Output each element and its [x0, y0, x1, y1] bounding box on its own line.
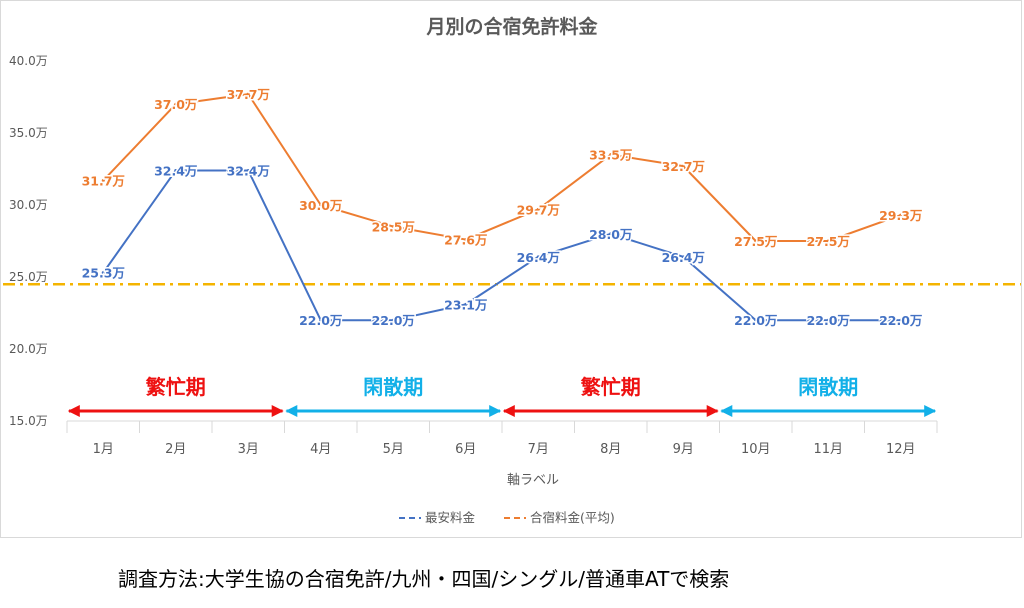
x-tick-label: 7月 — [528, 442, 549, 457]
x-tick-label: 3月 — [238, 442, 259, 457]
x-tick-label: 2月 — [165, 442, 186, 457]
period-label: 繁忙期 — [146, 375, 206, 399]
data-point — [754, 318, 758, 322]
data-point — [101, 271, 105, 275]
data-point — [681, 164, 685, 168]
data-point — [899, 213, 903, 217]
data-point — [826, 239, 830, 243]
data-label: 25.3万 — [82, 266, 125, 281]
data-label: 33.5万 — [589, 148, 632, 163]
data-label: 32.4万 — [154, 163, 197, 178]
data-label: 27.5万 — [734, 234, 777, 249]
x-tick-label: 11月 — [813, 442, 843, 457]
data-point — [681, 255, 685, 259]
data-label: 30.0万 — [299, 198, 342, 213]
x-tick-label: 6月 — [455, 442, 476, 457]
data-point — [609, 153, 613, 157]
period-label: 閑散期 — [363, 375, 423, 399]
data-label: 22.0万 — [879, 313, 922, 328]
data-label: 37.7万 — [227, 87, 270, 102]
data-point — [246, 168, 250, 172]
data-point — [464, 302, 468, 306]
data-point — [609, 232, 613, 236]
data-point — [391, 318, 395, 322]
data-label: 32.7万 — [662, 159, 705, 174]
y-tick-label: 30.0万 — [9, 198, 48, 212]
data-label: 22.0万 — [734, 313, 777, 328]
data-label: 29.7万 — [517, 202, 560, 217]
data-label: 29.3万 — [879, 208, 922, 223]
chart-area: 月別の合宿免許料金 15.0万 20.0万 25.0万 30.0万 35.0万 40.0万 1… — [0, 0, 1022, 538]
x-tick-label: 9月 — [673, 442, 694, 457]
chart-title: 月別の合宿免許料金 — [425, 15, 598, 38]
data-label: 22.0万 — [299, 313, 342, 328]
x-tick-label: 8月 — [600, 442, 621, 457]
data-label: 31.7万 — [82, 174, 125, 189]
period-label: 繁忙期 — [581, 375, 641, 399]
x-axis-label: 軸ラベル — [507, 473, 559, 488]
data-point — [464, 238, 468, 242]
data-label: 28.0万 — [589, 227, 632, 242]
legend-label: 最安料金 — [425, 510, 476, 525]
data-label: 23.1万 — [444, 297, 487, 312]
data-point — [174, 168, 178, 172]
data-point — [899, 318, 903, 322]
data-label: 22.0万 — [807, 313, 850, 328]
y-tick-label: 15.0万 — [9, 414, 48, 428]
x-tick-label: 4月 — [310, 442, 331, 457]
data-point — [319, 203, 323, 207]
data-label: 26.4万 — [517, 250, 560, 265]
x-tick-label: 5月 — [383, 442, 404, 457]
x-tick-label: 10月 — [741, 442, 771, 457]
line-chart: 月別の合宿免許料金 15.0万 20.0万 25.0万 30.0万 35.0万 40.0万 1… — [3, 15, 1021, 525]
legend-label: 合宿料金(平均) — [530, 510, 615, 525]
y-tick-label: 40.0万 — [9, 54, 48, 68]
series-line-1 — [102, 169, 901, 322]
x-tick-label: 1月 — [93, 442, 114, 457]
y-tick-label: 20.0万 — [9, 342, 48, 356]
series-line-2 — [102, 93, 902, 242]
x-tick-label: 12月 — [886, 442, 916, 457]
data-label: 26.4万 — [662, 250, 705, 265]
data-point — [536, 207, 540, 211]
y-tick-label: 35.0万 — [9, 126, 48, 140]
data-point — [826, 318, 830, 322]
data-point — [174, 102, 178, 106]
data-label: 32.4万 — [227, 163, 270, 178]
data-label: 27.6万 — [444, 233, 487, 248]
data-label: 22.0万 — [372, 313, 415, 328]
data-label: 28.5万 — [372, 220, 415, 235]
data-point — [101, 179, 105, 183]
data-label: 27.5万 — [807, 234, 850, 249]
survey-method-note: 調査方法:大学生協の合宿免許/九州・四国/シングル/普通車ATで検索 — [118, 567, 730, 591]
data-point — [754, 239, 758, 243]
data-point — [391, 225, 395, 229]
data-point — [319, 318, 323, 322]
data-point — [536, 255, 540, 259]
period-label: 閑散期 — [798, 375, 858, 399]
data-point — [246, 92, 250, 96]
data-label: 37.0万 — [154, 97, 197, 112]
y-tick-label: 25.0万 — [9, 270, 48, 284]
